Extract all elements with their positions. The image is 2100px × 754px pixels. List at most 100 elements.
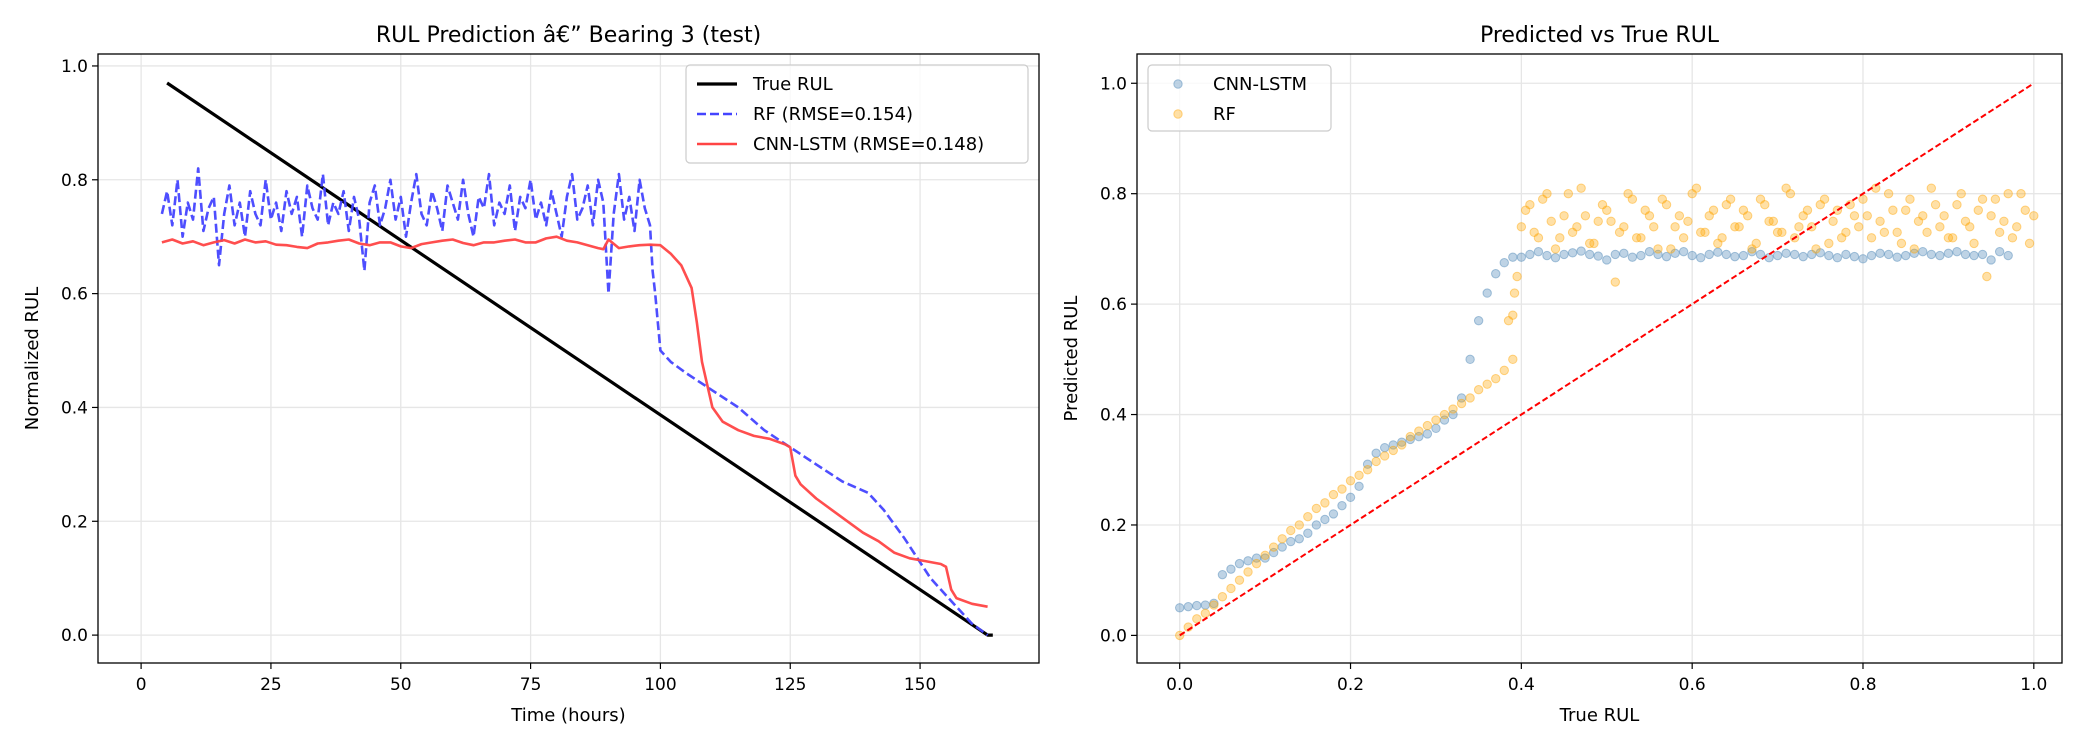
y-tick-label: 0.8 [1100, 185, 1127, 205]
scatter-point-rf [1947, 233, 1958, 243]
scatter-point-rf [1661, 200, 1672, 210]
scatter-point-rf [1606, 216, 1616, 226]
scatter-point-rf [1824, 238, 1834, 249]
scatter-point-cnn-lstm [1636, 250, 1646, 261]
scatter-point-cnn-lstm [1251, 553, 1262, 563]
scatter-point-cnn-lstm [1935, 250, 1945, 261]
scatter-point-rf [1841, 227, 1851, 238]
scatter-point-cnn-lstm [1858, 254, 1868, 264]
scatter-point-rf [1883, 188, 1894, 199]
scatter-point-cnn-lstm [1405, 434, 1416, 445]
y-tick-label: 0.6 [61, 285, 88, 305]
scatter-point-rf [1798, 211, 1808, 221]
scatter-point-rf [1345, 476, 1356, 486]
x-tick-label: 0.0 [1166, 675, 1193, 695]
x-tick-label: 0.4 [1508, 675, 1535, 695]
scatter-point-rf [1529, 227, 1539, 238]
scatter-point-rf [1328, 489, 1339, 500]
x-tick-label: 50 [390, 675, 412, 695]
x-tick-label: 25 [260, 675, 282, 695]
scatter-point-cnn-lstm [1542, 250, 1552, 261]
scatter-point-rf [1922, 227, 1932, 238]
scatter-point-rf [1909, 244, 1919, 254]
scatter-point-rf [1619, 222, 1629, 232]
y-tick-label: 0.2 [1100, 516, 1127, 536]
series-line-cnn-lstm [161, 235, 988, 608]
scatter-point-cnn-lstm [1303, 528, 1313, 538]
scatter-point-rf [1397, 440, 1407, 450]
scatter-point-cnn-lstm [1866, 250, 1877, 261]
scatter-point-cnn-lstm [1268, 547, 1279, 558]
scatter-point-rf [1538, 194, 1548, 204]
scatter-point-rf [1226, 583, 1236, 594]
scatter-point-rf [1508, 354, 1518, 365]
scatter-point-cnn-lstm [1952, 246, 1962, 257]
scatter-point-cnn-lstm [1584, 249, 1595, 260]
scatter-point-cnn-lstm [1994, 246, 2005, 257]
scatter-point-rf [1546, 216, 1556, 226]
scatter-point-cnn-lstm [1277, 542, 1287, 552]
scatter-point-rf [1320, 498, 1330, 508]
scatter-point-rf [1896, 238, 1907, 249]
scatter-point-cnn-lstm [1516, 252, 1527, 262]
scatter-point-rf [1503, 315, 1514, 326]
scatter-point-rf [1311, 503, 1322, 514]
scatter-point-rf [1354, 470, 1364, 480]
scatter-point-rf [1926, 183, 1937, 193]
scatter-point-rf [1892, 227, 1902, 238]
scatter-point-rf [1509, 288, 1520, 298]
scatter-point-rf [1337, 484, 1347, 494]
y-tick-label: 0.6 [1100, 295, 1127, 315]
scatter-point-cnn-lstm [1175, 603, 1185, 613]
scatter-point-rf [1422, 420, 1433, 431]
scatter-point-rf [1567, 227, 1578, 238]
scatter-point-cnn-lstm [1217, 569, 1228, 580]
scatter-point-rf [1589, 238, 1599, 249]
plot-area [160, 81, 993, 637]
scatter-point-cnn-lstm [1226, 564, 1236, 574]
scatter-point-rf [1192, 614, 1202, 624]
scatter-point-cnn-lstm [1482, 288, 1492, 298]
scatter-point-cnn-lstm [1602, 255, 1612, 265]
scatter-point-cnn-lstm [1977, 249, 1988, 260]
scatter-point-rf [1900, 205, 1911, 215]
scatter-point-cnn-lstm [1755, 249, 1766, 260]
scatter-point-rf [1935, 222, 1945, 232]
scatter-point-cnn-lstm [1849, 251, 1860, 262]
scatter-point-rf [1499, 365, 1509, 376]
scatter-point-rf [1683, 216, 1693, 226]
scatter-point-cnn-lstm [1234, 558, 1245, 569]
scatter-point-rf [1584, 238, 1595, 249]
scatter-point-rf [1781, 183, 1791, 193]
y-tick-label: 0.0 [1100, 626, 1127, 646]
scatter-point-rf [1819, 194, 1830, 204]
y-axis-label: Predicted RUL [1061, 296, 1082, 422]
identity-reference-line [1179, 82, 2035, 637]
y-tick-label: 0.8 [61, 171, 88, 191]
scatter-point-cnn-lstm [1738, 250, 1749, 261]
scatter-point-rf [1388, 445, 1398, 456]
scatter-point-cnn-lstm [1781, 248, 1791, 259]
scatter-point-rf [1508, 310, 1518, 320]
scatter-point-cnn-lstm [1508, 252, 1518, 262]
scatter-point-rf [1802, 205, 1813, 215]
scatter-point-cnn-lstm [1525, 249, 1535, 260]
scatter-point-rf [1760, 200, 1770, 210]
scatter-point-cnn-lstm [1918, 246, 1928, 257]
scatter-point-rf [1563, 188, 1574, 199]
x-tick-label: 1.0 [2020, 675, 2047, 695]
scatter-point-cnn-lstm [1841, 249, 1851, 260]
scatter-point-cnn-lstm [1926, 249, 1937, 260]
scatter-point-rf [1836, 233, 1847, 243]
scatter-point-rf [2007, 233, 2018, 243]
scatter-point-cnn-lstm [1670, 248, 1680, 259]
scatter-point-rf [1405, 431, 1416, 442]
scatter-point-rf [1217, 592, 1228, 602]
scatter-point-cnn-lstm [1909, 248, 1919, 259]
scatter-point-rf [1742, 211, 1753, 221]
scatter-point-rf [1431, 415, 1441, 425]
scatter-point-cnn-lstm [1448, 409, 1458, 420]
scatter-point-rf [1930, 200, 1941, 210]
scatter-point-cnn-lstm [1473, 315, 1484, 326]
scatter-point-cnn-lstm [1900, 250, 1911, 261]
